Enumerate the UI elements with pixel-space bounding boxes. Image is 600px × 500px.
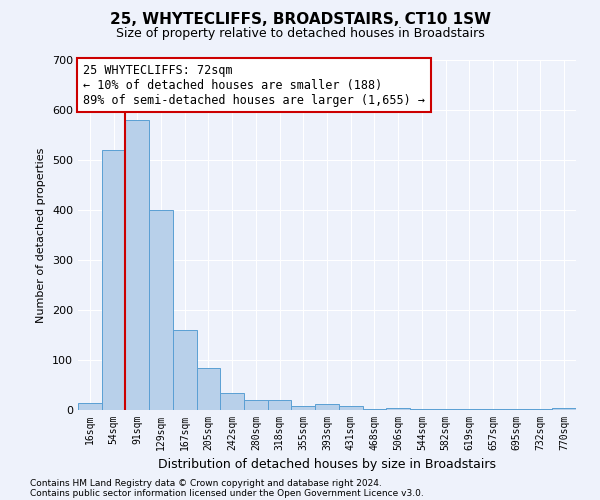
Bar <box>292 406 315 410</box>
Bar <box>149 210 173 410</box>
Bar <box>481 409 505 410</box>
Bar <box>102 150 125 410</box>
Bar <box>552 408 576 410</box>
Bar <box>339 406 362 410</box>
Bar <box>434 409 457 410</box>
X-axis label: Distribution of detached houses by size in Broadstairs: Distribution of detached houses by size … <box>158 458 496 471</box>
Bar <box>173 330 197 410</box>
Bar <box>268 400 292 410</box>
Bar <box>386 408 410 410</box>
Bar <box>457 409 481 410</box>
Bar <box>220 392 244 410</box>
Text: Contains HM Land Registry data © Crown copyright and database right 2024.: Contains HM Land Registry data © Crown c… <box>30 478 382 488</box>
Bar <box>197 368 220 410</box>
Y-axis label: Number of detached properties: Number of detached properties <box>37 148 46 322</box>
Bar <box>315 404 339 410</box>
Text: 25 WHYTECLIFFS: 72sqm
← 10% of detached houses are smaller (188)
89% of semi-det: 25 WHYTECLIFFS: 72sqm ← 10% of detached … <box>83 64 425 106</box>
Text: Contains public sector information licensed under the Open Government Licence v3: Contains public sector information licen… <box>30 488 424 498</box>
Bar <box>410 409 434 410</box>
Text: 25, WHYTECLIFFS, BROADSTAIRS, CT10 1SW: 25, WHYTECLIFFS, BROADSTAIRS, CT10 1SW <box>110 12 491 28</box>
Bar <box>78 402 102 410</box>
Bar <box>125 120 149 410</box>
Bar <box>505 409 529 410</box>
Bar <box>529 409 552 410</box>
Text: Size of property relative to detached houses in Broadstairs: Size of property relative to detached ho… <box>116 28 484 40</box>
Bar <box>362 409 386 410</box>
Bar <box>244 400 268 410</box>
